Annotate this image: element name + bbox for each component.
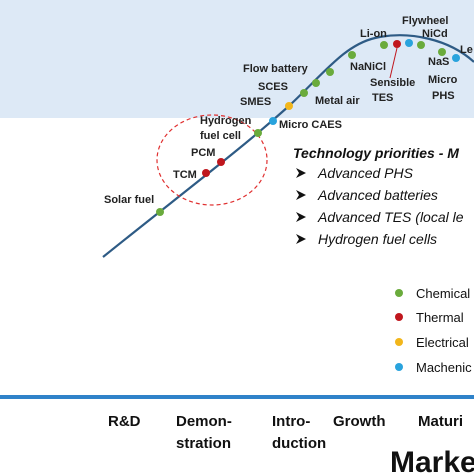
dot <box>380 41 388 49</box>
stage-label: Maturi <box>418 413 463 430</box>
tech-label: Sensible <box>370 77 415 89</box>
tech-label: Metal air <box>315 95 360 107</box>
dot <box>156 208 164 216</box>
stage-label: R&D <box>108 413 141 430</box>
tech-label: NaS <box>428 56 449 68</box>
arrow-bullet <box>296 190 306 200</box>
tech-label: NaNiCl <box>350 61 386 73</box>
dot <box>202 169 210 177</box>
dot <box>312 79 320 87</box>
stage-label: duction <box>272 435 326 452</box>
dot <box>348 51 356 59</box>
stage-label: Intro- <box>272 413 310 430</box>
tech-label: NiCd <box>422 28 448 40</box>
priority-item: Advanced PHS <box>317 165 414 181</box>
dot <box>285 102 293 110</box>
legend-dot <box>395 313 403 321</box>
dot <box>326 68 334 76</box>
stage-label: stration <box>176 435 231 452</box>
tech-label: Micro CAES <box>279 119 342 131</box>
arrow-bullet <box>296 212 306 222</box>
dot <box>254 129 262 137</box>
stage-label: Growth <box>333 413 386 430</box>
dot <box>393 40 401 48</box>
tech-label: fuel cell <box>200 130 241 142</box>
priorities-title: Technology priorities - M <box>293 145 459 161</box>
dot <box>417 41 425 49</box>
divider <box>0 395 474 399</box>
tech-label: PCM <box>191 147 215 159</box>
tech-label: SMES <box>240 96 271 108</box>
priority-arrows <box>296 168 306 244</box>
tech-dots <box>156 39 460 216</box>
dot <box>217 158 225 166</box>
dot <box>269 117 277 125</box>
legend-dot <box>395 338 403 346</box>
tech-label: Solar fuel <box>104 194 154 206</box>
leader-line <box>389 47 398 79</box>
tech-label: Le <box>460 44 473 56</box>
legend-label: Electrical <box>416 335 469 350</box>
dot <box>300 89 308 97</box>
legend-label: Machenic <box>416 360 472 375</box>
priority-item: Advanced batteries <box>317 187 438 203</box>
maturity-band <box>0 0 474 118</box>
legend-label: Thermal <box>416 310 464 325</box>
legend-dot <box>395 289 403 297</box>
tech-label: Hydrogen <box>200 115 252 127</box>
dot <box>438 48 446 56</box>
legend-label: Chemical <box>416 286 470 301</box>
arrow-bullet <box>296 168 306 178</box>
stage-heading: Marke <box>390 446 474 474</box>
arrow-bullet <box>296 234 306 244</box>
tech-label: Li-on <box>360 28 387 40</box>
tech-label: TES <box>372 92 393 104</box>
highlight-ellipse <box>156 114 268 206</box>
dot <box>405 39 413 47</box>
priority-item: Hydrogen fuel cells <box>318 231 437 247</box>
dot <box>452 54 460 62</box>
tech-label: SCES <box>258 81 288 93</box>
legend-dot <box>395 363 403 371</box>
tech-label: Micro <box>428 74 458 86</box>
tech-label: Flywheel <box>402 15 448 27</box>
tech-label: TCM <box>173 169 197 181</box>
stage-label: Demon- <box>176 413 232 430</box>
priority-item: Advanced TES (local le <box>317 209 464 225</box>
tech-label: PHS <box>432 90 455 102</box>
tech-label: Flow battery <box>243 63 309 75</box>
